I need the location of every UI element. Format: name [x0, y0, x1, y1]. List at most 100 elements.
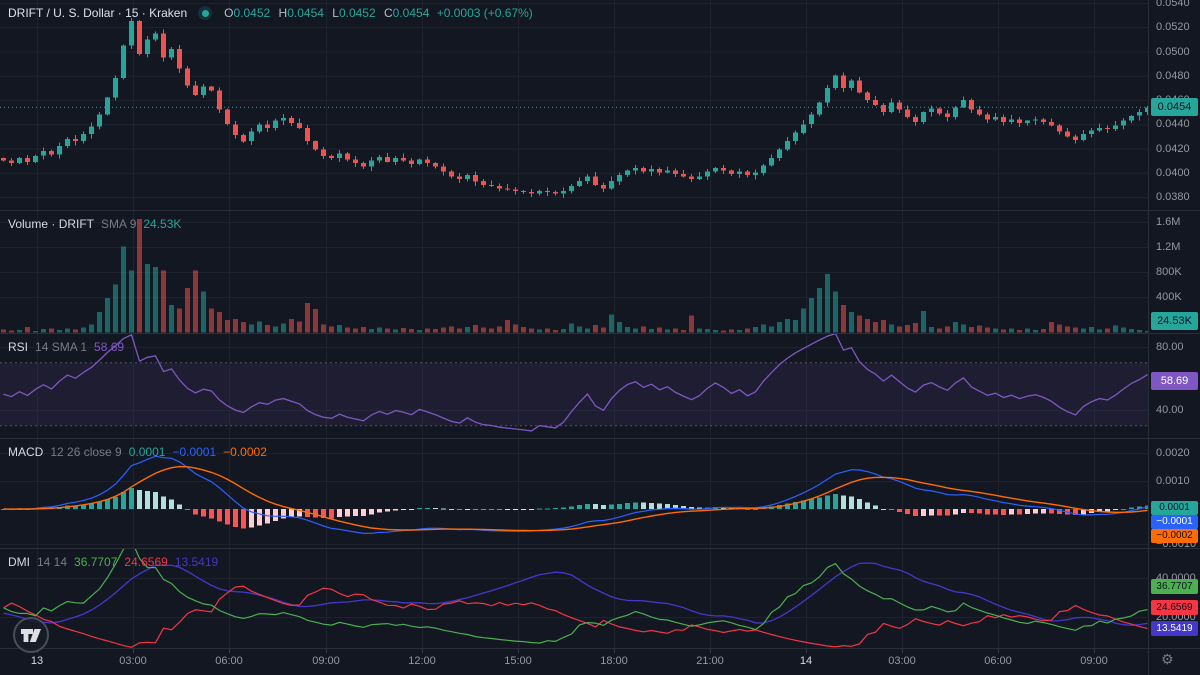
candle-body [1081, 133, 1086, 140]
candle-body [737, 171, 742, 174]
macd-hist-badge: 0.0001 [1151, 501, 1198, 515]
candle-body [217, 90, 222, 110]
candle-body [769, 158, 774, 166]
candle-body [1049, 121, 1054, 126]
candle-body [953, 107, 958, 117]
candle-body [129, 21, 134, 46]
time-axis-tick [614, 649, 615, 653]
macd-histogram-bar [121, 492, 126, 509]
rsi-badge: 58.69 [1151, 372, 1198, 390]
macd-histogram-bar [825, 495, 830, 509]
volume-bar [401, 328, 406, 333]
tradingview-logo[interactable] [12, 616, 50, 659]
price-axis[interactable]: ⚙ 0.05400.05200.05000.04800.04600.04400.… [1148, 0, 1200, 675]
macd-histogram-bar [1041, 509, 1046, 514]
macd-histogram-bar [1137, 506, 1142, 509]
macd-histogram-bar [857, 499, 862, 509]
candle-body [1017, 119, 1022, 123]
candle-body [1057, 125, 1062, 132]
pane-dividers[interactable] [0, 210, 1200, 649]
time-axis[interactable]: 13 03:00 06:00 09:00 12:00 15:00 18:00 21:00 14 0… [0, 648, 1148, 675]
macd-axis-label: 0.0010 [1156, 475, 1190, 487]
volume-bar [577, 326, 582, 333]
volume-bar [65, 328, 70, 333]
candle-body [113, 78, 118, 98]
volume-bar [993, 328, 998, 333]
macd-histogram-bar [425, 507, 430, 509]
gear-icon[interactable]: ⚙ [1161, 652, 1174, 668]
symbol-title[interactable]: DRIFT / U. S. Dollar · 15 · Kraken [8, 6, 188, 20]
volume-bar [161, 270, 166, 333]
price-axis-label: 0.0520 [1156, 21, 1190, 33]
volume-bar [321, 324, 326, 333]
volume-bar [793, 320, 798, 333]
volume-bar [641, 326, 646, 333]
volume-bar [49, 328, 54, 333]
candle-body [945, 113, 950, 117]
macd-signal-badge: −0.0002 [1151, 529, 1198, 543]
volume-bar [633, 328, 638, 333]
macd-histogram-bar [417, 508, 422, 510]
macd-histogram-bar [393, 509, 398, 511]
candle-body [49, 150, 54, 155]
candle-body [449, 171, 454, 177]
dmi-title[interactable]: DMI [8, 555, 30, 569]
market-status-icon[interactable] [198, 6, 213, 20]
change-value: +0.0003 (+0.67%) [436, 6, 533, 20]
macd-histogram-bar [185, 509, 190, 510]
candle-body [833, 75, 838, 88]
volume-bar [513, 324, 518, 333]
volume-bar [89, 324, 94, 333]
macd-histogram-bar [129, 487, 134, 509]
volume-bar [913, 322, 918, 333]
grid [0, 0, 1148, 648]
volume-bar [713, 329, 718, 333]
rsi-pane-legend: RSI 14 SMA 1 58.69 [8, 339, 124, 355]
candle-body [249, 131, 254, 142]
volume-bar [681, 329, 686, 333]
macd-histogram-bar [1049, 509, 1054, 514]
time-axis-label: 13 [30, 655, 44, 667]
macd-title[interactable]: MACD [8, 445, 44, 459]
candle-body [921, 112, 926, 122]
volume-bar [705, 329, 710, 333]
candle-body [425, 159, 430, 163]
volume-bar [745, 328, 750, 333]
candle-body [761, 165, 766, 173]
rsi-title[interactable]: RSI [8, 340, 29, 354]
candle-body [585, 176, 590, 182]
candle-body [1073, 136, 1078, 140]
candle-body [169, 49, 174, 58]
volume-bar [313, 309, 318, 333]
candle-body [777, 149, 782, 159]
macd-histogram-bar [385, 509, 390, 512]
candle-body [1025, 120, 1030, 123]
candle-body [993, 117, 998, 120]
volume-bar [1089, 327, 1094, 333]
candle-body [889, 102, 894, 113]
macd-histogram-bar [505, 509, 510, 510]
macd-histogram-bar [1105, 509, 1110, 512]
volume-title[interactable]: Volume · DRIFT [8, 217, 95, 231]
macd-histogram-bar [273, 509, 278, 522]
macd-histogram-bar [1097, 509, 1102, 512]
volume-bar [153, 267, 158, 333]
volume-bar [1081, 328, 1086, 333]
candle-body [641, 167, 646, 172]
dmi-adx-badge: 13.5419 [1151, 620, 1198, 636]
candle-body [897, 102, 902, 110]
volume-bar [129, 270, 134, 333]
volume-bar [481, 327, 486, 333]
volume-bar [769, 326, 774, 333]
candle-body [137, 21, 142, 54]
macd-pane-plot [1, 455, 1148, 535]
price-axis-label: 0.0500 [1156, 45, 1190, 58]
volume-bar [25, 327, 30, 333]
macd-signal-value: −0.0002 [223, 445, 267, 459]
macd-histogram-bar [313, 509, 318, 518]
rsi-pane-plot [0, 334, 1148, 432]
volume-bar [457, 328, 462, 333]
candle-body [385, 157, 390, 162]
candle-body [9, 160, 14, 163]
